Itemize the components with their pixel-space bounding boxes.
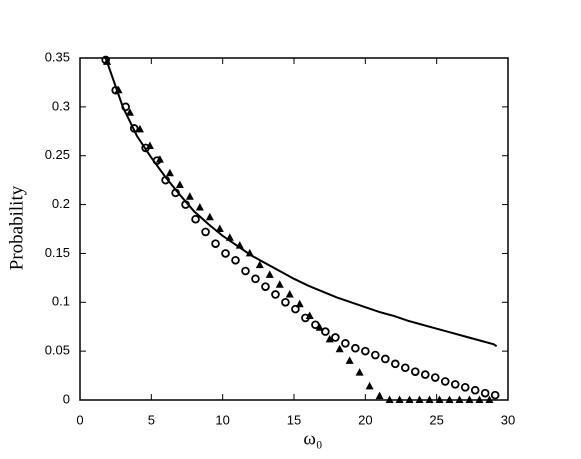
y-tick-label: 0.35 xyxy=(45,49,70,64)
circle-point xyxy=(121,102,130,112)
triangle-point xyxy=(435,395,444,403)
triangle-point xyxy=(265,270,274,278)
circle-point xyxy=(261,282,270,291)
circle-point xyxy=(171,188,180,198)
circle-point xyxy=(331,333,340,342)
triangle-point xyxy=(285,289,294,298)
circle-point xyxy=(241,266,250,276)
triangle-point xyxy=(235,241,244,249)
triangle-point xyxy=(385,395,394,403)
circle-point xyxy=(430,373,440,382)
circle-point xyxy=(490,390,500,400)
circle-point xyxy=(129,124,139,133)
y-axis-label: Probability xyxy=(6,185,27,270)
y-tick-label: 0.25 xyxy=(45,147,70,162)
circle-point xyxy=(311,320,320,330)
x-tick-label: 5 xyxy=(148,412,155,427)
circle-point xyxy=(211,239,220,248)
triangle-point xyxy=(335,344,344,353)
circle-point xyxy=(480,388,490,398)
circle-point xyxy=(381,354,390,364)
circle-point xyxy=(291,304,300,314)
circle-point xyxy=(341,339,350,348)
triangle-point xyxy=(315,323,324,331)
circle-point xyxy=(351,343,360,353)
circle-point xyxy=(400,363,410,373)
x-axis-label: ω₀ xyxy=(303,428,322,449)
x-tick-label: 20 xyxy=(358,412,372,427)
circle-point xyxy=(450,380,460,389)
triangle-point xyxy=(295,299,304,308)
triangle-point xyxy=(405,395,414,403)
y-tick-label: 0.2 xyxy=(52,196,70,211)
y-tick-label: 0.05 xyxy=(45,343,70,358)
triangle-point xyxy=(415,395,424,403)
triangle-point xyxy=(125,108,134,116)
triangle-point xyxy=(305,311,314,319)
triangle-point xyxy=(185,192,194,200)
x-tick-label: 25 xyxy=(429,412,443,427)
triangle-point xyxy=(175,180,184,189)
circle-point xyxy=(440,377,450,386)
triangle-point xyxy=(445,395,454,403)
circle-point xyxy=(371,350,380,360)
triangle-point xyxy=(465,395,474,403)
circle-point xyxy=(361,346,370,356)
triangle-point xyxy=(355,368,364,376)
circle-point xyxy=(221,249,230,258)
triangle-point xyxy=(345,356,354,364)
circle-point xyxy=(321,327,330,336)
circle-point xyxy=(181,200,190,209)
y-tick-label: 0 xyxy=(63,391,70,406)
circle-point xyxy=(251,274,260,284)
circle-point xyxy=(281,297,290,307)
triangle-point xyxy=(485,395,494,403)
triangle-point xyxy=(155,155,164,163)
triangle-point xyxy=(205,212,214,221)
triangle-point xyxy=(145,141,154,149)
triangle-point xyxy=(365,381,374,390)
circle-point xyxy=(460,382,470,392)
y-tick-label: 0.3 xyxy=(52,98,70,113)
triangle-point xyxy=(135,124,144,133)
triangle-point xyxy=(195,203,204,211)
circle-point xyxy=(470,385,480,395)
triangle-point xyxy=(215,224,224,232)
triangle-point xyxy=(425,395,434,403)
y-tick-label: 0.15 xyxy=(45,245,70,260)
triangle-point xyxy=(255,260,264,269)
triangle-point xyxy=(325,334,334,343)
circle-point xyxy=(390,359,400,369)
circle-point xyxy=(201,227,210,237)
triangle-point xyxy=(375,391,384,400)
x-tick-label: 30 xyxy=(501,412,515,427)
triangle-point xyxy=(165,168,174,177)
circle-point xyxy=(420,370,430,379)
triangle-point xyxy=(245,248,254,257)
circle-point xyxy=(161,175,170,185)
triangle-point xyxy=(455,395,464,403)
triangle-point xyxy=(275,280,284,288)
triangle-point xyxy=(475,395,484,403)
triangle-point xyxy=(103,57,112,65)
y-tick-label: 0.1 xyxy=(52,294,70,309)
x-tick-label: 0 xyxy=(76,412,83,427)
x-tick-label: 15 xyxy=(287,412,301,427)
circle-point xyxy=(410,367,420,376)
circle-point xyxy=(231,255,240,265)
plot-frame xyxy=(79,57,509,401)
x-tick-label: 10 xyxy=(215,412,229,427)
triangle-point xyxy=(395,395,404,403)
circle-point xyxy=(271,290,280,299)
triangle-point xyxy=(114,85,123,94)
triangle-point xyxy=(225,233,234,241)
circle-point xyxy=(191,214,200,224)
